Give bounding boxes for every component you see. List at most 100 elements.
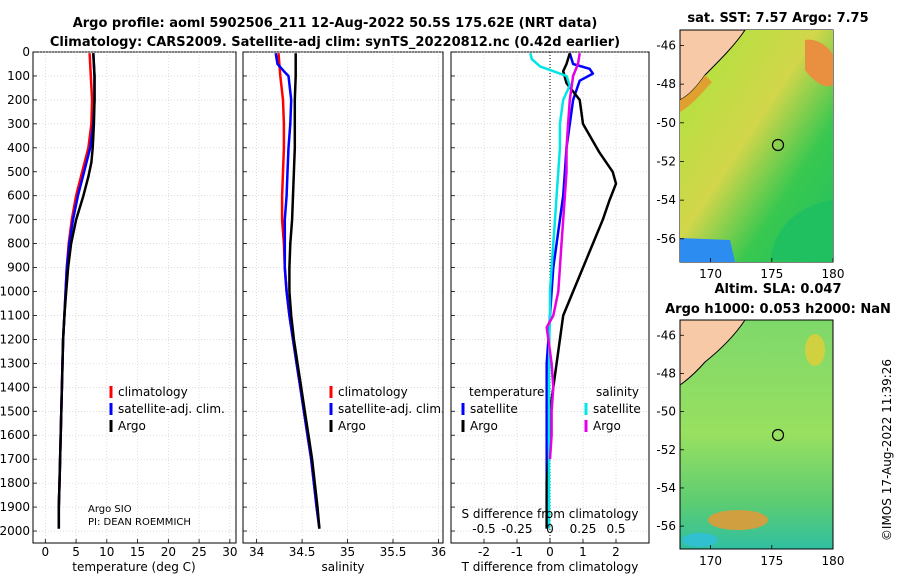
x-tick-label: -1 bbox=[511, 545, 523, 559]
lat-tick-label: -50 bbox=[656, 116, 676, 130]
depth-tick-label: 900 bbox=[7, 261, 30, 275]
lon-tick-label: 170 bbox=[699, 267, 722, 281]
x-tick-label: 30 bbox=[222, 545, 237, 559]
lat-tick-label: -46 bbox=[656, 38, 676, 52]
depth-tick-label: 1500 bbox=[0, 404, 30, 418]
legend-argo: Argo bbox=[118, 419, 146, 433]
top-tick-label: -0.25 bbox=[501, 522, 532, 536]
top-tick-label: 0.5 bbox=[606, 522, 625, 536]
new-zealand-land bbox=[679, 319, 746, 386]
x-tick-label: 20 bbox=[161, 545, 176, 559]
lat-tick-label: -56 bbox=[656, 232, 676, 246]
depth-tick-label: 1100 bbox=[0, 308, 30, 322]
sla-map: Altim. SLA: 0.047 Argo h1000: 0.053 h200… bbox=[656, 282, 890, 568]
difference-legend: temperature satellite Argo salinity sate… bbox=[461, 385, 641, 433]
depth-tick-label: 1600 bbox=[0, 428, 30, 442]
lon-tick-label: 175 bbox=[760, 267, 783, 281]
depth-tick-label: 1400 bbox=[0, 380, 30, 394]
lat-tick-label: -54 bbox=[656, 481, 676, 495]
lat-tick-label: -50 bbox=[656, 405, 676, 419]
legend-satellite: satellite-adj. clim. bbox=[338, 402, 445, 416]
depth-tick-labels: 0 100 200 300 400 500 600 700 800 900 1000 1100 1200… bbox=[0, 45, 30, 538]
x-tick-label: 5 bbox=[72, 545, 80, 559]
figure-title-line2: Climatology: CARS2009. Satellite-adj cli… bbox=[50, 35, 620, 50]
legend-climatology: climatology bbox=[118, 385, 188, 399]
x-tick-label: 10 bbox=[99, 545, 114, 559]
figure-title-line1: Argo profile: aoml 5902506_211 12-Aug-20… bbox=[73, 16, 598, 31]
x-tick-label: 25 bbox=[191, 545, 206, 559]
depth-tick-label: 1300 bbox=[0, 356, 30, 370]
lat-tick-label: -52 bbox=[656, 154, 676, 168]
depth-tick-label: 1900 bbox=[0, 500, 30, 514]
legend-s-satellite: satellite bbox=[593, 402, 641, 416]
x-tick-label: 35 bbox=[340, 545, 355, 559]
depth-tick-label: 300 bbox=[7, 117, 30, 131]
difference-top-label: S difference from climatology bbox=[462, 507, 639, 521]
x-tick-label: 0 bbox=[546, 545, 554, 559]
top-tick-label: -0.5 bbox=[472, 522, 495, 536]
warm-anomaly bbox=[805, 39, 833, 87]
x-tick-label: 1 bbox=[579, 545, 587, 559]
depth-tick-label: 600 bbox=[7, 189, 30, 203]
depth-tick-label: 0 bbox=[22, 45, 30, 59]
lon-tick-label: 180 bbox=[822, 554, 845, 568]
sla-anomaly bbox=[805, 334, 825, 366]
warm-coastal-water bbox=[680, 75, 712, 112]
lat-tick-label: -48 bbox=[656, 77, 676, 91]
cool-water-patch bbox=[770, 200, 833, 262]
lat-tick-label: -54 bbox=[656, 193, 676, 207]
temperature-panel: 0 5 10 15 20 25 30 temperature (deg C) climato… bbox=[32, 51, 237, 574]
depth-tick-label: 400 bbox=[7, 141, 30, 155]
x-tick-label: -2 bbox=[478, 545, 490, 559]
low-sla-eddy bbox=[682, 533, 718, 547]
credit-line2: PI: DEAN ROEMMICH bbox=[88, 517, 191, 528]
legend-climatology: climatology bbox=[338, 385, 408, 399]
depth-tick-label: 800 bbox=[7, 237, 30, 251]
copyright-text: ©IMOS 17-Aug-2022 11:39:26 bbox=[880, 359, 894, 541]
sla-map-title-line2: Argo h1000: 0.053 h2000: NaN bbox=[665, 302, 891, 317]
legend-t-satellite: satellite bbox=[470, 402, 518, 416]
depth-tick-label: 500 bbox=[7, 165, 30, 179]
profile-line-argo bbox=[57, 53, 96, 529]
credit-line1: Argo SIO bbox=[88, 504, 132, 515]
x-tick-label: 34.5 bbox=[289, 545, 316, 559]
cold-water-patch bbox=[680, 238, 735, 262]
salinity-xlabel: salinity bbox=[321, 560, 364, 574]
lat-tick-label: -48 bbox=[656, 366, 676, 380]
profile-line-s-satellite bbox=[528, 52, 572, 529]
difference-panel: -2 -1 0 1 2 -0.5 -0.25 0 0.25 0.5 T difference fr… bbox=[450, 51, 650, 574]
profile-line-argo bbox=[288, 53, 321, 529]
lon-tick-label: 170 bbox=[699, 554, 722, 568]
lat-tick-label: -56 bbox=[656, 519, 676, 533]
legend-t-argo: Argo bbox=[470, 419, 498, 433]
argo-float-marker bbox=[771, 138, 785, 152]
legend-satellite: satellite-adj. clim. bbox=[118, 402, 225, 416]
argo-float-marker bbox=[771, 428, 785, 442]
legend-s-argo: Argo bbox=[593, 419, 621, 433]
depth-tick-label: 2000 bbox=[0, 524, 30, 538]
temperature-legend: climatology satellite-adj. clim. Argo bbox=[109, 385, 225, 433]
x-tick-label: 36 bbox=[431, 545, 446, 559]
lat-tick-label: -46 bbox=[656, 328, 676, 342]
high-sla-eddy bbox=[708, 510, 768, 530]
salinity-panel: 34 34.5 35 35.5 36 salinity climatology sate… bbox=[242, 51, 446, 574]
legend-argo: Argo bbox=[338, 419, 366, 433]
profile-line-s-argo bbox=[545, 53, 581, 460]
depth-tick-label: 700 bbox=[7, 213, 30, 227]
salinity-legend: climatology satellite-adj. clim. Argo bbox=[329, 385, 445, 433]
depth-tick-label: 1700 bbox=[0, 452, 30, 466]
top-tick-label: 0.25 bbox=[570, 522, 597, 536]
x-tick-label: 34 bbox=[249, 545, 264, 559]
sla-map-title-line1: Altim. SLA: 0.047 bbox=[715, 282, 842, 297]
depth-tick-label: 200 bbox=[7, 93, 30, 107]
temperature-xlabel: temperature (deg C) bbox=[72, 560, 195, 574]
legend-salinity-title: salinity bbox=[596, 385, 639, 399]
legend-temperature-title: temperature bbox=[469, 385, 544, 399]
difference-xlabel: T difference from climatology bbox=[461, 560, 639, 574]
x-tick-label: 2 bbox=[612, 545, 620, 559]
lon-tick-label: 175 bbox=[760, 554, 783, 568]
top-tick-label: 0 bbox=[546, 522, 554, 536]
x-tick-label: 35.5 bbox=[380, 545, 407, 559]
sst-map-title: sat. SST: 7.57 Argo: 7.75 bbox=[687, 11, 868, 26]
